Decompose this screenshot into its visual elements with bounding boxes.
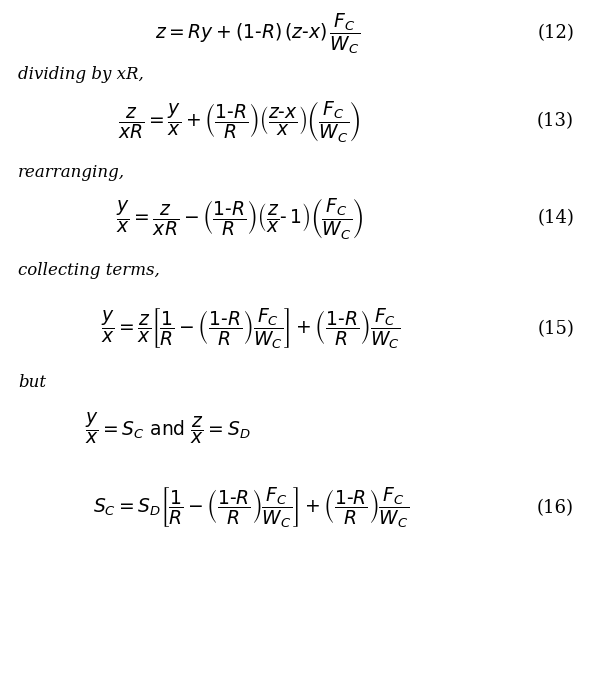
Text: $\dfrac{y}{x} = \dfrac{z}{x}\left[\dfrac{1}{R} - \left(\dfrac{1\text{-}R}{R}\rig: $\dfrac{y}{x} = \dfrac{z}{x}\left[\dfrac…	[102, 307, 401, 351]
Text: $\dfrac{z}{xR} = \dfrac{y}{x} + \left(\dfrac{1\text{-}R}{R}\right)\left(\dfrac{z: $\dfrac{z}{xR} = \dfrac{y}{x} + \left(\d…	[118, 99, 361, 143]
Text: $z = Ry + (1\text{-}R)\,(z\text{-}x)\,\dfrac{F_C}{W_C}$: $z = Ry + (1\text{-}R)\,(z\text{-}x)\,\d…	[155, 11, 359, 56]
Text: (14): (14)	[537, 209, 574, 228]
Text: but: but	[18, 374, 46, 391]
Text: (12): (12)	[537, 24, 574, 42]
Text: (13): (13)	[537, 112, 574, 130]
Text: $S_C = S_D\left[\dfrac{1}{R} - \left(\dfrac{1\text{-}R}{R}\right)\dfrac{F_C}{W_C: $S_C = S_D\left[\dfrac{1}{R} - \left(\df…	[93, 486, 409, 530]
Text: rearranging,: rearranging,	[18, 164, 125, 181]
Text: (16): (16)	[537, 499, 574, 517]
Text: $\dfrac{y}{x} = S_C \text{ and }\dfrac{z}{x} = S_D$: $\dfrac{y}{x} = S_C \text{ and }\dfrac{z…	[85, 410, 250, 446]
Text: (15): (15)	[537, 320, 574, 338]
Text: dividing by xR,: dividing by xR,	[18, 66, 144, 83]
Text: collecting terms,: collecting terms,	[18, 262, 160, 278]
Text: $\dfrac{y}{x} = \dfrac{z}{xR} - \left(\dfrac{1\text{-}R}{R}\right)\left(\dfrac{z: $\dfrac{y}{x} = \dfrac{z}{xR} - \left(\d…	[115, 196, 363, 241]
